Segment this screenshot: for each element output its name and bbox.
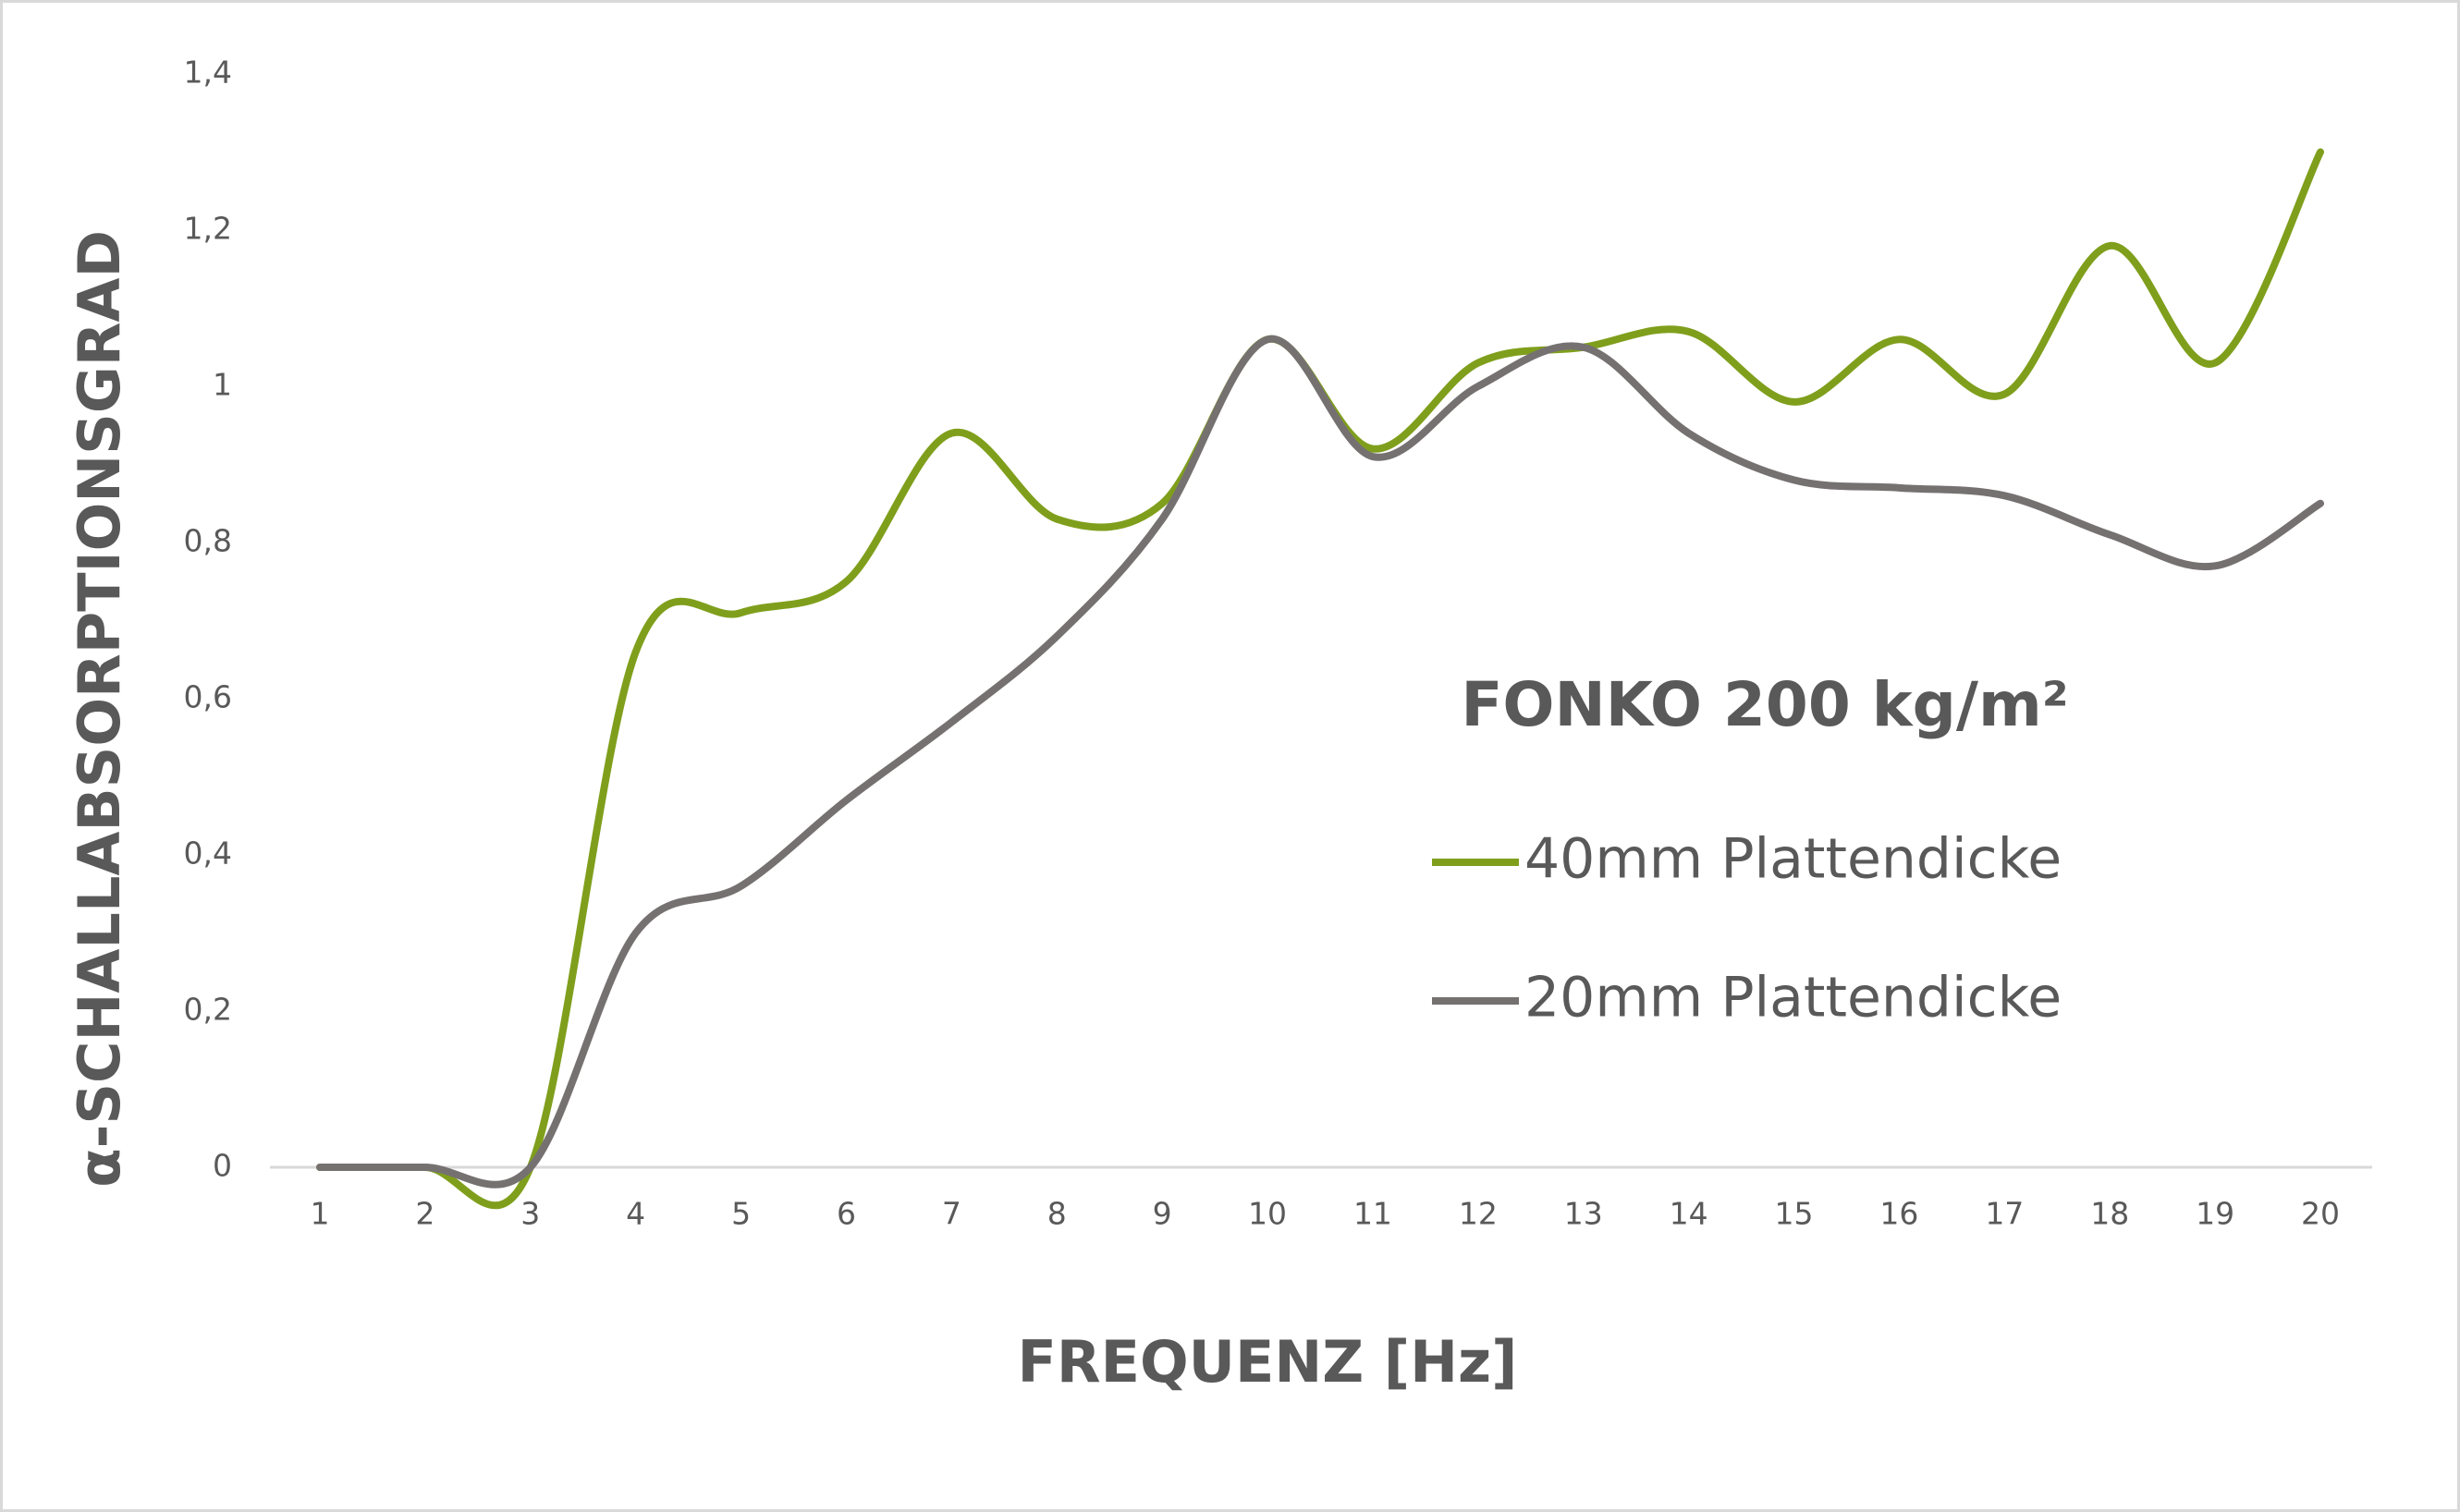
- x-tick-label: 5: [731, 1196, 751, 1232]
- y-axis-title: α-SCHALLABSORPTIONSGRAD: [66, 230, 133, 1188]
- x-tick-label: 7: [942, 1196, 961, 1232]
- x-axis-title: FREQUENZ [Hz]: [1018, 1328, 1518, 1396]
- x-tick-label: 8: [1047, 1196, 1067, 1232]
- x-tick-label: 2: [415, 1196, 434, 1232]
- x-tick-label: 13: [1564, 1196, 1603, 1232]
- x-tick-label: 11: [1353, 1196, 1392, 1232]
- x-tick-label: 14: [1670, 1196, 1708, 1232]
- legend-title: FONKO 200 kg/m²: [1461, 669, 2068, 740]
- y-tick-label: 1,2: [184, 211, 232, 247]
- x-tick-label: 1: [311, 1196, 330, 1232]
- x-tick-label: 17: [1985, 1196, 2024, 1232]
- x-tick-label: 20: [2301, 1196, 2340, 1232]
- x-tick-label: 15: [1775, 1196, 1814, 1232]
- y-tick-label: 1,4: [184, 55, 232, 91]
- x-tick-label: 10: [1248, 1196, 1287, 1232]
- x-tick-label: 6: [837, 1196, 856, 1232]
- y-tick-label: 0,6: [184, 679, 232, 715]
- y-tick-label: 0: [213, 1148, 232, 1184]
- y-tick-label: 0,8: [184, 523, 232, 559]
- x-tick-label: 4: [626, 1196, 645, 1232]
- y-tick-label: 1: [213, 367, 232, 403]
- x-tick-label: 12: [1459, 1196, 1498, 1232]
- x-tick-label: 9: [1153, 1196, 1172, 1232]
- x-tick-label: 19: [2196, 1196, 2234, 1232]
- x-tick-label: 18: [2090, 1196, 2129, 1232]
- y-tick-label: 0,4: [184, 835, 232, 872]
- legend-label: 20mm Plattendicke: [1524, 966, 2062, 1030]
- series-line: [316, 335, 2324, 1189]
- x-tick-label: 3: [520, 1196, 540, 1232]
- legend-label: 40mm Plattendicke: [1524, 827, 2062, 892]
- y-tick-label: 0,2: [184, 992, 232, 1028]
- x-tick-label: 16: [1879, 1196, 1918, 1232]
